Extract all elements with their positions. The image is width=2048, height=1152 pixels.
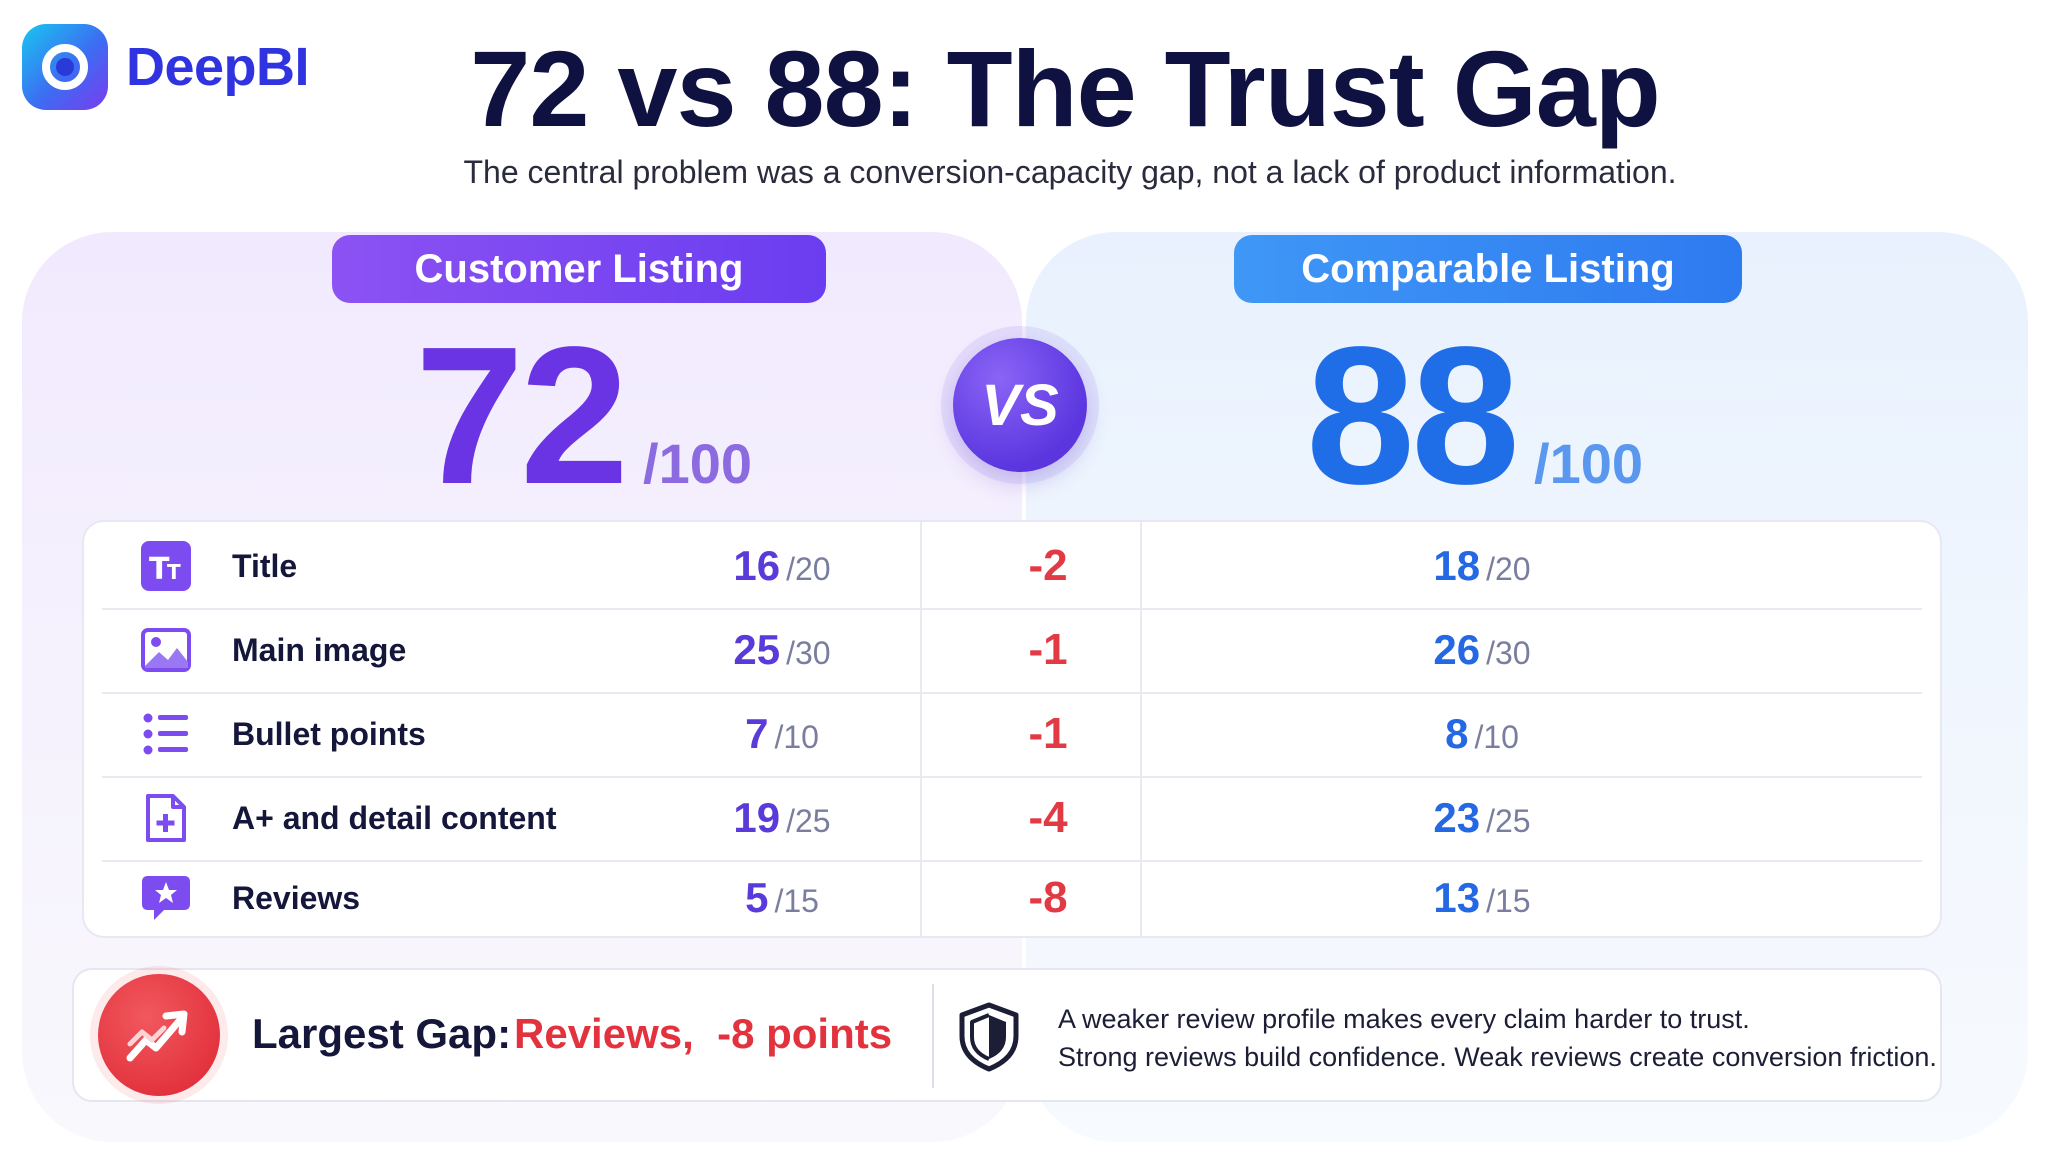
customer-row-score: 25/30	[733, 626, 831, 673]
table-row: T T Title 16/20 -2 18/20	[102, 524, 1922, 610]
comparable-score-value: 88	[1306, 306, 1520, 525]
row-label: Bullet points	[232, 715, 426, 752]
customer-row-score: 16/20	[733, 542, 831, 589]
summary-note-line: Strong reviews build confidence. Weak re…	[1058, 1042, 1937, 1072]
shield-icon	[958, 1002, 1028, 1072]
customer-row-score: 19/25	[733, 794, 831, 841]
row-difference: -2	[1028, 541, 1068, 590]
comparable-row-score: 23/25	[1433, 794, 1531, 841]
summary-note-line: A weaker review profile makes every clai…	[1058, 1004, 1750, 1034]
customer-total-score: 72 /100	[415, 318, 752, 514]
row-difference: -4	[1028, 793, 1068, 842]
comparable-score-max: /100	[1534, 432, 1644, 495]
comparable-row-score: 26/30	[1433, 626, 1531, 673]
row-difference: -1	[1028, 625, 1068, 674]
largest-gap-value: Reviews, -8 points	[514, 1010, 893, 1057]
largest-gap-label: Largest Gap:	[252, 1010, 512, 1057]
largest-gap-summary: Largest Gap: Reviews, -8 points A weaker…	[72, 968, 1942, 1102]
comparable-total-score: 88 /100	[1306, 318, 1643, 514]
customer-score-value: 72	[415, 306, 629, 525]
image-icon	[140, 624, 192, 676]
table-row: Bullet points 7/10 -1 8/10	[102, 692, 1922, 778]
column-divider	[920, 522, 922, 936]
table-row: A+ and detail content 19/25 -4 23/25	[102, 776, 1922, 862]
text-format-icon: T T	[140, 540, 192, 592]
page-subtitle: The central problem was a conversion-cap…	[463, 154, 1677, 190]
trending-chart-icon	[98, 974, 220, 1096]
deepbi-logo-icon	[22, 24, 108, 110]
vs-badge: VS	[953, 338, 1087, 472]
customer-row-score: 5/15	[745, 874, 819, 921]
row-label: Reviews	[232, 879, 361, 916]
page-title: 72 vs 88: The Trust Gap	[470, 28, 1660, 149]
column-divider	[1140, 522, 1142, 936]
customer-listing-badge: Customer Listing	[332, 235, 826, 303]
row-difference: -8	[1028, 873, 1068, 922]
bullet-list-icon	[140, 708, 192, 760]
svg-text:T: T	[167, 560, 181, 584]
comparable-row-score: 8/10	[1445, 710, 1519, 757]
comparable-listing-badge: Comparable Listing	[1234, 235, 1742, 303]
document-plus-icon	[140, 792, 192, 844]
svg-text:T: T	[149, 552, 170, 587]
table-row: Reviews 5/15 -8 13/15	[102, 856, 1922, 940]
score-table: T T Title 16/20 -2 18/20 Main image 25/3…	[82, 520, 1942, 938]
row-label: Main image	[232, 631, 407, 668]
brand-name: DeepBI	[126, 37, 310, 97]
row-difference: -1	[1028, 709, 1068, 758]
table-row: Main image 25/30 -1 26/30	[102, 608, 1922, 694]
summary-note: A weaker review profile makes every clai…	[1058, 1000, 1937, 1076]
row-label: A+ and detail content	[232, 799, 557, 836]
comparable-row-score: 18/20	[1433, 542, 1531, 589]
comparable-row-score: 13/15	[1433, 874, 1531, 921]
summary-divider	[932, 984, 934, 1088]
row-label: Title	[232, 547, 298, 584]
brand-logo: DeepBI	[22, 24, 310, 110]
customer-row-score: 7/10	[745, 710, 819, 757]
customer-score-max: /100	[643, 432, 753, 495]
star-chat-icon	[140, 872, 192, 924]
